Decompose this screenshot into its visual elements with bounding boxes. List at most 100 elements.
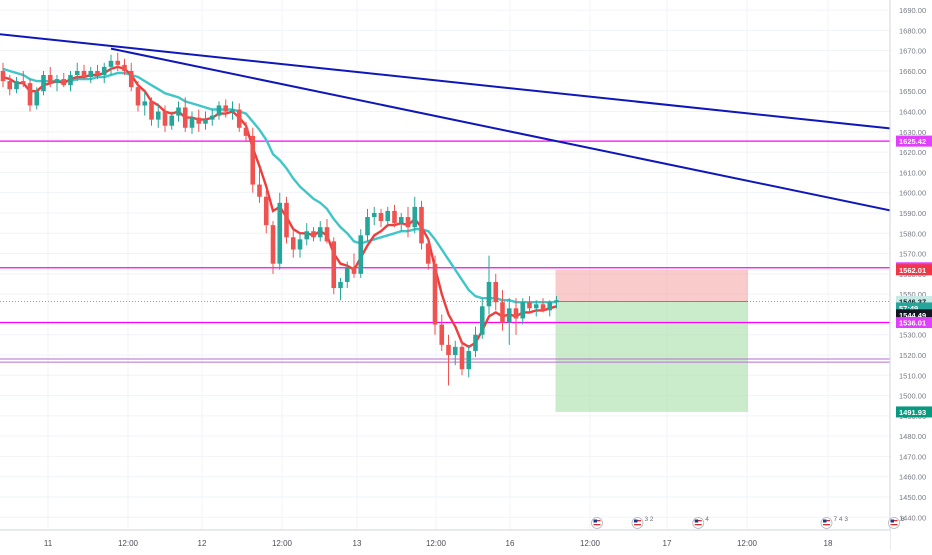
economic-event-marker[interactable]: 3 2	[631, 516, 654, 529]
candle[interactable]	[236, 103, 242, 132]
candle[interactable]	[189, 111, 195, 134]
candle[interactable]	[61, 72, 67, 88]
trend-line[interactable]	[0, 32, 932, 184]
candle[interactable]	[128, 62, 134, 92]
candle[interactable]	[27, 79, 33, 112]
candle[interactable]	[20, 70, 26, 88]
candle[interactable]	[439, 314, 445, 351]
price-label[interactable]: 1544.49	[896, 309, 932, 321]
price-label[interactable]: 1546.37	[896, 295, 932, 307]
candle[interactable]	[88, 66, 94, 84]
stop-loss-zone[interactable]	[555, 269, 749, 302]
candle[interactable]	[68, 70, 73, 92]
candle[interactable]	[230, 101, 235, 120]
candle[interactable]	[398, 212, 404, 232]
candle[interactable]	[196, 109, 202, 132]
candle[interactable]	[101, 62, 107, 84]
candle[interactable]	[7, 75, 13, 96]
candle[interactable]	[81, 64, 87, 80]
economic-event-marker[interactable]	[591, 517, 603, 529]
candle[interactable]	[527, 296, 532, 313]
candle[interactable]	[425, 237, 431, 270]
candle[interactable]	[290, 229, 296, 258]
candle[interactable]	[466, 344, 472, 378]
candle[interactable]	[182, 97, 188, 132]
candle[interactable]	[446, 334, 451, 386]
candle[interactable]	[520, 298, 526, 325]
candle[interactable]	[479, 298, 485, 339]
candle[interactable]	[54, 75, 60, 92]
candle[interactable]	[155, 103, 161, 128]
take-profit-zone[interactable]	[555, 301, 749, 412]
candle[interactable]	[108, 54, 114, 76]
candle[interactable]	[317, 221, 323, 242]
candle[interactable]	[500, 290, 505, 331]
time-axis[interactable]	[0, 530, 890, 550]
candle[interactable]	[203, 111, 208, 130]
price-label[interactable]: 1625.42	[896, 135, 932, 147]
candle[interactable]	[358, 229, 364, 278]
candle[interactable]	[506, 298, 512, 345]
candle[interactable]	[371, 206, 377, 226]
candle[interactable]	[493, 273, 499, 311]
candle[interactable]	[473, 326, 478, 358]
candle[interactable]	[250, 127, 256, 193]
economic-event-marker[interactable]: 7 4 3	[820, 516, 848, 529]
candle[interactable]	[486, 255, 492, 315]
candle[interactable]	[41, 70, 46, 96]
candle[interactable]	[297, 233, 303, 258]
trend-line[interactable]	[110, 47, 932, 321]
ema-slow-line[interactable]	[2, 67, 557, 304]
candle[interactable]	[547, 300, 553, 317]
candle[interactable]	[162, 105, 168, 132]
candle[interactable]	[243, 121, 249, 142]
candle[interactable]	[311, 227, 316, 242]
candle[interactable]	[223, 99, 229, 118]
candle[interactable]	[169, 111, 175, 130]
candle[interactable]	[95, 64, 100, 80]
price-label[interactable]: 57:49	[896, 302, 932, 314]
candle[interactable]	[344, 261, 350, 289]
candle[interactable]	[459, 340, 465, 376]
candle[interactable]	[304, 223, 310, 246]
candle[interactable]	[365, 208, 370, 242]
candle[interactable]	[412, 196, 418, 234]
candle[interactable]	[419, 200, 424, 250]
candle[interactable]	[263, 190, 269, 234]
candle[interactable]	[331, 237, 337, 295]
candle[interactable]	[257, 168, 262, 203]
candle[interactable]	[135, 81, 141, 112]
candle[interactable]	[392, 204, 397, 228]
candle[interactable]	[270, 221, 276, 274]
candle[interactable]	[351, 253, 357, 278]
candle[interactable]	[385, 206, 391, 226]
candle[interactable]	[554, 296, 559, 309]
candle[interactable]	[149, 97, 154, 126]
price-label[interactable]: 1536.01	[896, 317, 932, 329]
candle[interactable]	[540, 298, 546, 313]
candle[interactable]	[34, 87, 40, 110]
price-label[interactable]: 1491.93	[896, 406, 932, 418]
candle[interactable]	[209, 109, 215, 126]
economic-event-marker[interactable]: 8	[888, 516, 906, 529]
candle[interactable]	[0, 62, 6, 88]
candle[interactable]	[14, 77, 19, 94]
candle[interactable]	[324, 219, 330, 244]
candle[interactable]	[378, 208, 384, 228]
price-label[interactable]: 1562.01	[896, 264, 932, 276]
candle[interactable]	[74, 62, 80, 82]
candle[interactable]	[284, 196, 289, 244]
candle[interactable]	[176, 101, 181, 122]
candle[interactable]	[216, 101, 222, 120]
candle[interactable]	[513, 298, 519, 335]
candle[interactable]	[122, 58, 127, 76]
candle[interactable]	[47, 66, 53, 88]
candle[interactable]	[338, 277, 343, 301]
candle[interactable]	[115, 52, 121, 71]
candle[interactable]	[277, 192, 283, 270]
candle[interactable]	[142, 91, 148, 116]
candle[interactable]	[533, 300, 539, 317]
economic-event-marker[interactable]: 4	[692, 516, 710, 529]
